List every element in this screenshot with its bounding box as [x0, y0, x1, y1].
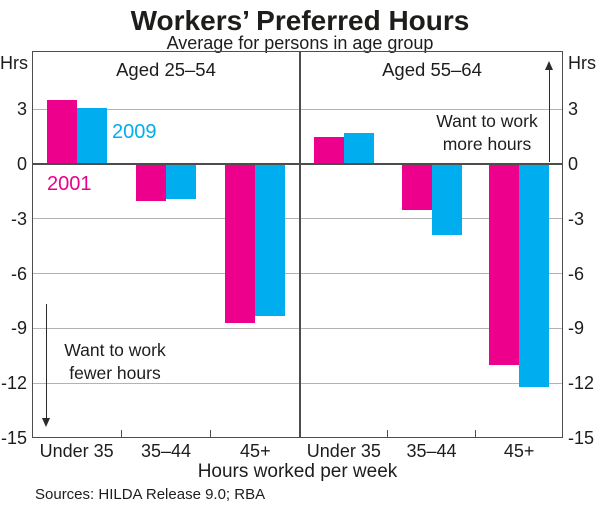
y-tick-label-left--3: -3 — [10, 208, 27, 229]
bar-2001-panel0-under-35 — [46, 100, 77, 165]
gridline--12 — [32, 382, 563, 384]
y-tick-label-right-3: 3 — [568, 99, 579, 120]
y-tick-label-right--12: -12 — [568, 373, 595, 394]
y-tick-label-right--6: -6 — [568, 263, 585, 284]
annotation-fewer-hours: Want to work fewer hours — [20, 339, 210, 385]
y-tick-label-left--12: -12 — [0, 373, 27, 394]
gridline--6 — [32, 273, 563, 275]
bar-2009-panel0-under-35 — [76, 107, 107, 165]
chart-subtitle: Average for persons in age group — [166, 33, 434, 53]
gridline-3 — [32, 108, 563, 110]
x-category-label: Under 35 — [39, 441, 114, 461]
bar-2009-panel1-35–44 — [431, 164, 462, 236]
bar-2001-panel1-35–44 — [401, 164, 432, 210]
x-category-label: 45+ — [240, 441, 271, 461]
y-tick-label-right--9: -9 — [568, 318, 585, 339]
y-unit-label-left: Hrs — [0, 53, 28, 73]
x-tick — [386, 430, 389, 438]
bar-2009-panel1-under-35 — [343, 133, 374, 165]
legend-label-2001: 2001 — [47, 173, 92, 195]
y-tick-label-right--15: -15 — [568, 428, 595, 448]
x-category-label: 45+ — [503, 441, 535, 461]
up-arrow-icon — [544, 61, 553, 70]
y-tick-label-left--6: -6 — [10, 263, 27, 284]
bar-2009-panel0-45+ — [255, 164, 286, 316]
page-title: Workers’ Preferred Hours — [130, 5, 470, 36]
x-category-label: 35–44 — [140, 441, 192, 461]
x-category-label: 35–44 — [406, 441, 457, 461]
gridline--3 — [32, 218, 563, 220]
bar-2001-panel1-under-35 — [313, 136, 344, 165]
bar-2001-panel0-45+ — [225, 164, 256, 323]
x-tick — [120, 430, 123, 438]
x-tick — [209, 430, 212, 438]
annotation-fewer-line2: fewer hours — [69, 363, 161, 383]
gridline--9 — [32, 327, 563, 329]
annotation-more-hours: Want to work more hours — [397, 110, 577, 156]
y-tick-label-left--15: -15 — [0, 428, 27, 448]
y-tick-label-right--3: -3 — [568, 208, 585, 229]
down-arrow-icon — [41, 418, 50, 427]
legend-label-2009: 2009 — [112, 121, 157, 143]
panel-divider — [299, 51, 301, 438]
y-tick-label-left-0: 0 — [16, 154, 27, 175]
zero-line — [32, 163, 563, 166]
annotation-fewer-line1: Want to work — [64, 340, 166, 360]
panel-title-left: Aged 25–54 — [116, 59, 216, 80]
y-tick-label-left-3: 3 — [16, 99, 27, 120]
y-tick-label-left--9: -9 — [10, 318, 27, 339]
x-category-label: Under 35 — [306, 441, 381, 461]
bar-2009-panel0-35–44 — [166, 164, 196, 199]
source-note: Sources: HILDA Release 9.0; RBA — [35, 486, 266, 503]
annotation-more-line1: Want to work — [436, 111, 538, 131]
y-tick-label-right-0: 0 — [568, 154, 579, 175]
bar-2001-panel0-35–44 — [136, 164, 166, 201]
bar-2001-panel1-45+ — [489, 164, 520, 365]
annotation-more-line2: more hours — [442, 134, 532, 154]
up-arrow-shaft — [548, 70, 550, 162]
x-tick — [474, 430, 477, 438]
down-arrow-shaft — [45, 304, 47, 419]
bar-2009-panel1-45+ — [519, 164, 550, 387]
panel-title-right: Aged 55–64 — [382, 59, 482, 80]
y-unit-label-right: Hrs — [568, 53, 596, 73]
x-axis-title: Hours worked per week — [197, 461, 398, 482]
